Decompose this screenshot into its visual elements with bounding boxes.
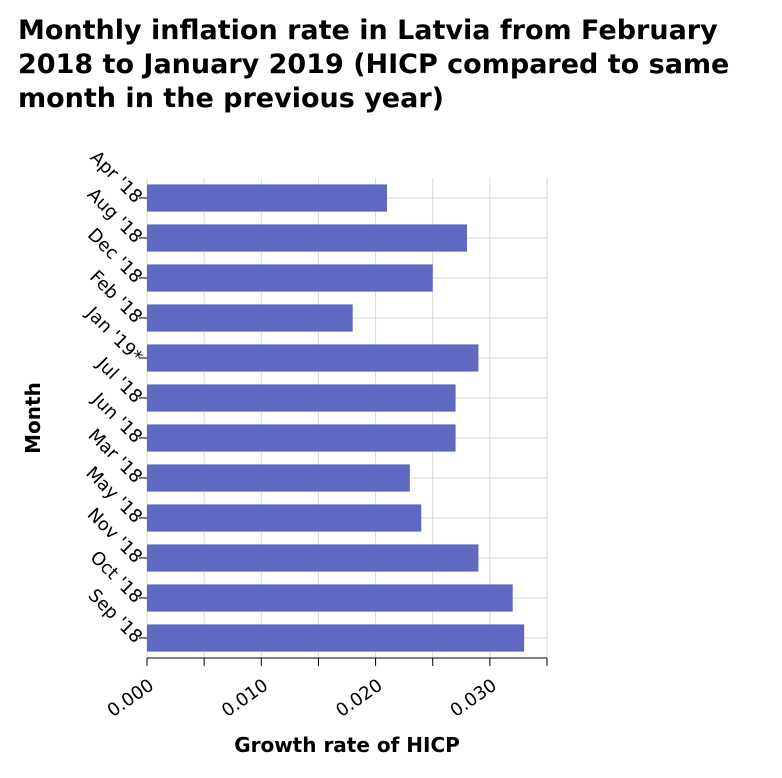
x-tick-labels: 0.000 0.010 0.020 0.030: [104, 675, 501, 722]
bar: [147, 424, 456, 452]
bar: [147, 264, 433, 292]
bar: [147, 384, 456, 412]
x-tick-label: 0.000: [104, 675, 158, 722]
bar: [147, 304, 353, 332]
y-axis-title: Month: [21, 382, 45, 454]
axes: [139, 197, 548, 666]
bar: [147, 184, 387, 212]
x-tick-label: 0.030: [446, 675, 500, 722]
x-tick-label: 0.020: [332, 675, 386, 722]
bar: [147, 464, 410, 492]
bar: [147, 344, 479, 372]
bar: [147, 504, 422, 532]
x-axis-title: Growth rate of HICP: [234, 733, 460, 757]
chart-title: Monthly inflation rate in Latvia from Fe…: [18, 15, 730, 114]
x-tick-label: 0.010: [218, 675, 272, 722]
bar: [147, 584, 513, 612]
bar: [147, 224, 467, 252]
bar: [147, 544, 479, 572]
bars: [147, 184, 525, 652]
bar: [147, 624, 525, 652]
